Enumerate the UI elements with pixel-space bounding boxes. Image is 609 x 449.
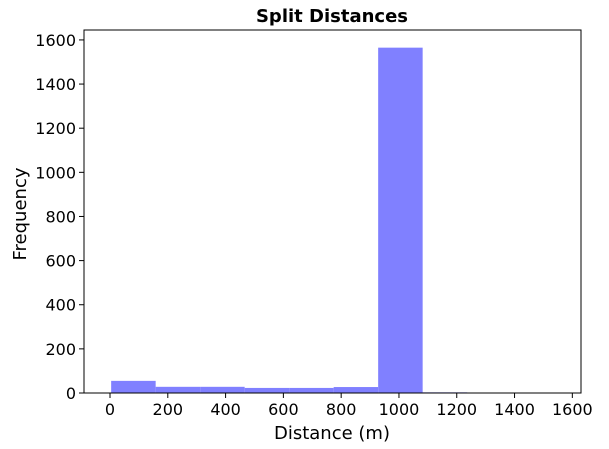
y-tick-label: 1600 — [35, 31, 76, 50]
y-tick-label: 800 — [45, 207, 76, 226]
x-tick-label: 0 — [105, 400, 115, 419]
y-tick-label: 200 — [45, 340, 76, 359]
x-tick-label: 200 — [153, 400, 184, 419]
y-axis-ticks: 0 200 400 600 800 1000 1200 1400 1600 — [35, 31, 84, 403]
x-tick-label: 800 — [326, 400, 357, 419]
y-tick-label: 0 — [66, 384, 76, 403]
y-tick-label: 400 — [45, 296, 76, 315]
x-tick-label: 600 — [268, 400, 299, 419]
histogram-bar-5 — [289, 387, 334, 393]
x-tick-label: 1600 — [552, 400, 593, 419]
y-tick-label: 1400 — [35, 75, 76, 94]
histogram-bar-2 — [155, 386, 201, 393]
x-tick-label: 400 — [210, 400, 241, 419]
y-tick-label: 1000 — [35, 163, 76, 182]
histogram-bar-4 — [244, 387, 290, 393]
x-tick-label: 1200 — [436, 400, 477, 419]
chart-title: Split Distances — [256, 6, 408, 27]
x-axis-label: Distance (m) — [274, 423, 390, 444]
histogram-bar-3 — [200, 386, 245, 393]
y-tick-label: 600 — [45, 252, 76, 271]
histogram-bar-7 — [378, 47, 423, 393]
x-axis-ticks: 0 200 400 600 800 1000 1200 1400 1600 — [105, 393, 593, 419]
histogram-bar-6 — [333, 387, 379, 393]
x-tick-label: 1400 — [494, 400, 535, 419]
histogram-bar-1 — [111, 380, 156, 393]
plot-frame — [83, 29, 582, 394]
y-axis-label: Frequency — [10, 167, 31, 260]
x-tick-label: 1000 — [379, 400, 420, 419]
histogram-bars — [111, 47, 557, 393]
y-tick-label: 1200 — [35, 119, 76, 138]
